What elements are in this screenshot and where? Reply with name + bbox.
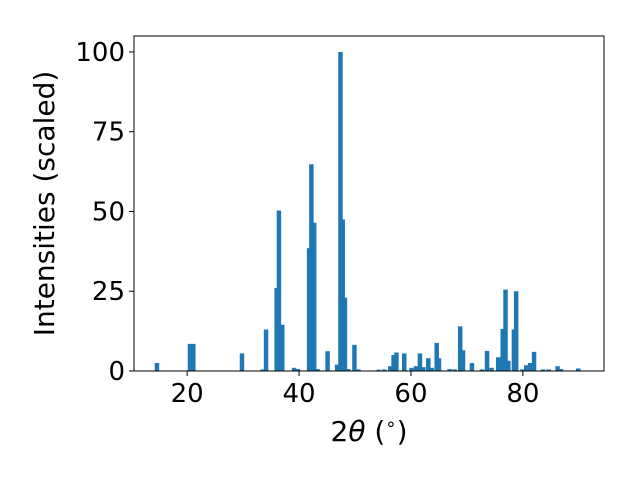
bar	[413, 366, 419, 371]
bar	[421, 367, 426, 371]
bar	[309, 164, 314, 371]
bar	[280, 324, 285, 371]
bar	[527, 363, 533, 371]
bar	[388, 366, 393, 371]
bar	[523, 365, 529, 371]
bar	[276, 210, 282, 371]
bar	[479, 369, 485, 371]
bar	[346, 369, 351, 371]
bar	[429, 367, 434, 371]
bar	[540, 369, 546, 371]
bar	[291, 367, 297, 371]
bar	[260, 369, 265, 371]
y-tick-label: 100	[75, 38, 125, 68]
bar	[391, 355, 396, 371]
x-tick-label: 40	[283, 379, 316, 409]
y-tick-label: 50	[92, 197, 125, 227]
bar	[338, 51, 343, 371]
x-axis-label: 2θ (∘)	[330, 414, 407, 448]
bar	[546, 369, 551, 371]
y-tick-label: 0	[108, 357, 125, 387]
bar	[187, 343, 193, 371]
bar	[469, 363, 475, 371]
bar	[394, 352, 399, 371]
bar	[434, 342, 439, 371]
bar	[436, 358, 442, 371]
x-tick-label: 20	[171, 379, 204, 409]
bar	[457, 326, 463, 371]
bar	[496, 357, 501, 371]
bar	[311, 222, 317, 371]
bar-series	[154, 51, 581, 371]
bar	[352, 344, 357, 371]
bar	[356, 369, 361, 371]
bar	[417, 353, 423, 371]
bar	[503, 289, 508, 371]
bar	[340, 219, 345, 371]
bar	[263, 329, 269, 371]
bar	[484, 350, 490, 371]
bar	[426, 358, 431, 371]
bar	[334, 364, 340, 371]
bar	[325, 351, 330, 371]
bar	[239, 353, 245, 371]
bar	[381, 369, 387, 371]
y-axis-label: Intensities (scaled)	[28, 71, 61, 337]
bar	[513, 291, 519, 371]
bar	[558, 369, 564, 371]
bar	[295, 369, 301, 371]
x-tick-label: 60	[394, 379, 427, 409]
y-tick-label: 75	[92, 118, 125, 148]
bar	[315, 369, 320, 371]
bar	[191, 343, 196, 371]
bar	[555, 366, 560, 371]
bar	[489, 367, 494, 371]
x-axis-ticks: 20 40 60 80	[171, 371, 539, 409]
bar	[154, 363, 160, 371]
bar	[506, 360, 511, 371]
bar	[520, 369, 525, 371]
x-tick-label: 80	[506, 379, 539, 409]
bar	[576, 368, 581, 371]
bar	[460, 350, 466, 371]
bar	[447, 369, 452, 371]
bar	[531, 351, 537, 371]
plot-frame	[133, 35, 605, 372]
bar	[342, 297, 348, 371]
bar	[452, 369, 457, 371]
bar	[402, 353, 407, 371]
bar	[376, 369, 381, 371]
bar	[409, 367, 414, 371]
bar	[500, 328, 505, 371]
y-axis-ticks: 0 25 50 75 100	[75, 38, 134, 387]
y-tick-label: 25	[92, 277, 125, 307]
